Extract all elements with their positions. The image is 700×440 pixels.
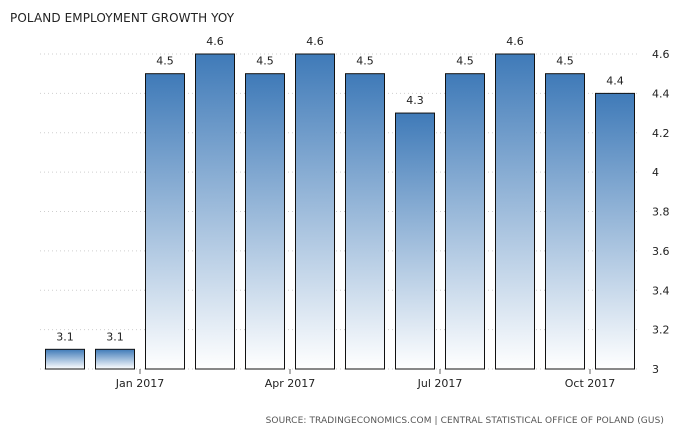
data-label: 4.6 xyxy=(506,35,524,48)
bar xyxy=(45,348,85,370)
data-label: 4.5 xyxy=(156,55,174,68)
bar xyxy=(295,53,335,370)
y-tick-label: 4.2 xyxy=(652,127,670,140)
bar xyxy=(345,73,385,370)
grid-lines xyxy=(40,53,640,370)
y-axis-ticks: 3 3.2 3.4 3.6 3.8 4 4.2 4.4 4.6 xyxy=(652,48,670,376)
data-label: 4.5 xyxy=(556,55,574,68)
y-tick-label: 3 xyxy=(652,363,659,376)
bar xyxy=(495,53,535,370)
bar xyxy=(395,112,435,370)
y-tick-label: 4.4 xyxy=(652,87,670,100)
y-tick-label: 3.2 xyxy=(652,324,670,337)
x-tick-label: Jul 2017 xyxy=(417,377,463,390)
chart-title: POLAND EMPLOYMENT GROWTH YOY xyxy=(10,11,235,25)
bar xyxy=(95,348,135,370)
data-label: 4.3 xyxy=(406,94,424,107)
bar xyxy=(145,73,185,370)
y-tick-label: 4.6 xyxy=(652,48,670,61)
bar xyxy=(245,73,285,370)
data-label: 3.1 xyxy=(56,330,74,343)
y-tick-label: 3.4 xyxy=(652,284,670,297)
data-label: 3.1 xyxy=(106,330,124,343)
bar xyxy=(545,73,585,370)
bar xyxy=(445,73,485,370)
bars xyxy=(45,53,635,370)
y-tick-label: 4 xyxy=(652,166,659,179)
data-label: 4.6 xyxy=(306,35,324,48)
bar xyxy=(195,53,235,370)
source-note: SOURCE: TRADINGECONOMICS.COM | CENTRAL S… xyxy=(265,416,664,426)
x-tick-label: Oct 2017 xyxy=(565,377,616,390)
data-label: 4.5 xyxy=(356,55,374,68)
x-axis-ticks: Jan 2017 Apr 2017 Jul 2017 Oct 2017 xyxy=(115,369,615,390)
bar xyxy=(595,92,635,370)
data-label: 4.6 xyxy=(206,35,224,48)
data-label: 4.5 xyxy=(256,55,274,68)
data-labels: 3.1 3.1 4.5 4.6 4.5 4.6 4.5 4.3 4.5 4.6 4.5 4.4 xyxy=(56,35,624,343)
y-tick-label: 3.8 xyxy=(652,206,670,219)
data-label: 4.4 xyxy=(606,74,624,87)
y-tick-label: 3.6 xyxy=(652,245,670,258)
x-tick-label: Jan 2017 xyxy=(115,377,164,390)
x-tick-label: Apr 2017 xyxy=(265,377,316,390)
data-label: 4.5 xyxy=(456,55,474,68)
